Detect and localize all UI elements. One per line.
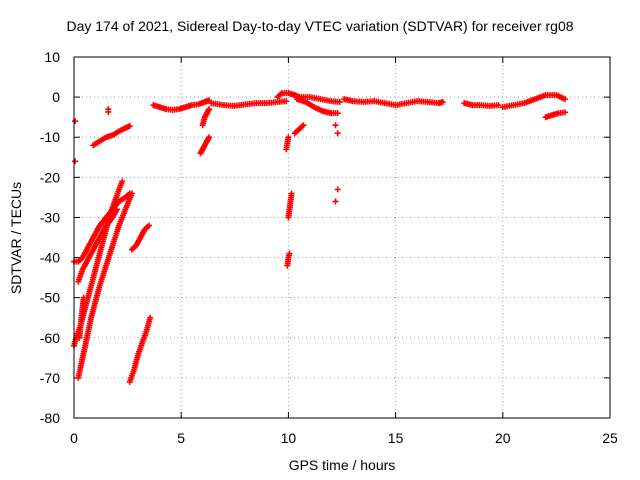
x-tick-label: 10 [281, 430, 297, 446]
y-tick-label: -50 [40, 290, 60, 306]
series-track-j [197, 134, 213, 157]
series-track-d [75, 206, 120, 285]
data-point [126, 122, 133, 129]
data-point [119, 178, 126, 185]
series-track-t [341, 96, 446, 109]
series-isolated [72, 106, 341, 205]
series-track-i [150, 97, 213, 113]
data-point [72, 158, 79, 165]
y-tick-label: 0 [52, 89, 60, 105]
data-point [206, 106, 213, 113]
data-point [283, 98, 290, 105]
series-track-f [126, 314, 154, 385]
data-point [147, 314, 154, 321]
series-track-h [90, 122, 133, 149]
y-tick-label: -80 [40, 410, 60, 426]
data-point [105, 108, 112, 115]
chart-title: Day 174 of 2021, Sidereal Day-to-day VTE… [66, 18, 574, 34]
data-point [285, 134, 292, 141]
series-track-n [284, 250, 293, 269]
data-point [286, 250, 293, 257]
y-tick-label: -30 [40, 209, 60, 225]
series-track-k [199, 106, 213, 129]
axis-ticks: 0 5 10 15 20 25 -80 -70 -60 -50 -40 -30 -20 -10 0 10 [40, 49, 618, 446]
y-tick-label: -40 [40, 250, 60, 266]
data-point [332, 198, 339, 205]
data-point [439, 98, 446, 105]
data-point [332, 122, 339, 129]
data-point [495, 102, 502, 109]
series-track-m [274, 90, 303, 101]
y-tick-label: 10 [44, 49, 60, 65]
data-point [561, 96, 568, 103]
x-axis-label: GPS time / hours [288, 457, 396, 473]
series-track-p [283, 134, 292, 153]
data-point [288, 190, 295, 197]
x-tick-label: 20 [495, 430, 511, 446]
data-point [334, 110, 341, 117]
series-track-q [291, 122, 307, 137]
series-track-u [461, 100, 502, 109]
grid-lines [74, 57, 610, 418]
x-tick-label: 25 [602, 430, 618, 446]
data-point [336, 98, 343, 105]
series-track-o [285, 190, 295, 221]
x-tick-label: 5 [177, 430, 185, 446]
data-point [80, 294, 87, 301]
series-track-w [542, 109, 568, 121]
y-tick-label: -10 [40, 129, 60, 145]
y-tick-label: -60 [40, 330, 60, 346]
data-point [146, 222, 153, 229]
series-track-v [499, 92, 568, 111]
x-tick-label: 0 [70, 430, 78, 446]
data-point [300, 122, 307, 129]
data-point [206, 134, 213, 141]
data-point [126, 190, 133, 197]
data-point [72, 118, 79, 125]
series-track-g [128, 222, 153, 253]
data-point [113, 206, 120, 213]
plot-frame [73, 56, 611, 419]
y-tick-label: -70 [40, 370, 60, 386]
data-points [71, 90, 568, 385]
x-tick-label: 15 [388, 430, 404, 446]
series-track-l [208, 98, 290, 109]
series-track-b [75, 190, 135, 381]
data-point [561, 109, 568, 116]
series-track-s [296, 94, 343, 105]
data-point [334, 186, 341, 193]
data-point [334, 130, 341, 137]
y-tick-label: -20 [40, 169, 60, 185]
series-track-e [76, 294, 87, 341]
